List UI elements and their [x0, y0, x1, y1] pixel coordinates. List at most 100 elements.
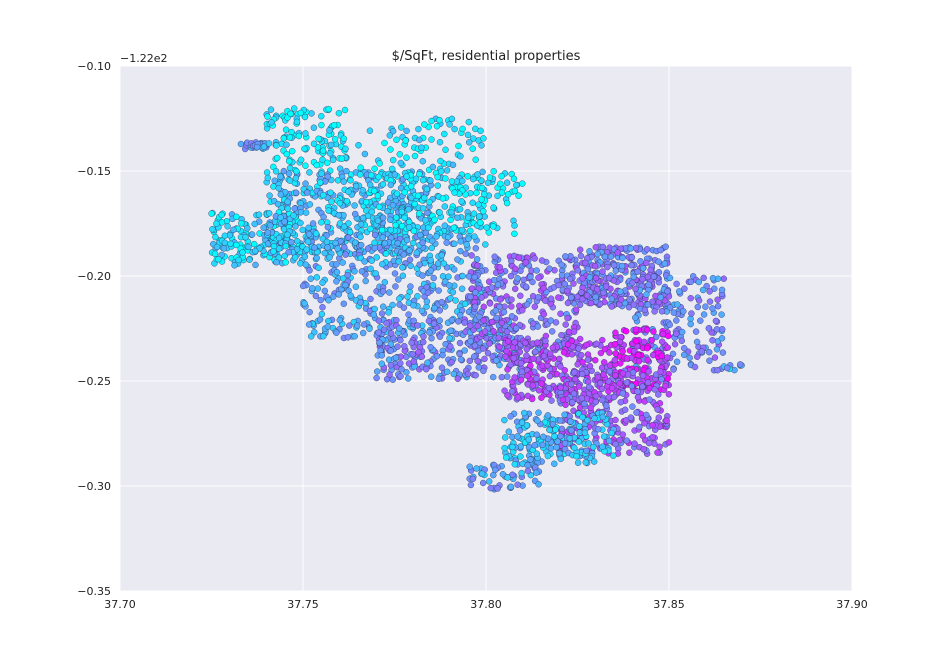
scatter-point: [336, 316, 343, 324]
scatter-point: [558, 425, 566, 433]
scatter-point: [585, 440, 592, 447]
scatter-point: [583, 447, 590, 455]
scatter-point: [525, 436, 532, 443]
scatter-point: [380, 303, 387, 310]
scatter-point: [534, 323, 542, 330]
scatter-point: [634, 268, 641, 275]
scatter-point: [387, 216, 394, 224]
scatter-point: [586, 274, 593, 281]
scatter-point: [522, 259, 529, 266]
scatter-point: [623, 328, 630, 335]
scatter-point: [540, 352, 548, 360]
scatter-point: [467, 338, 474, 345]
scatter-point: [346, 322, 353, 329]
scatter-point: [645, 281, 652, 288]
scatter-point: [502, 353, 509, 360]
scatter-point: [368, 257, 375, 264]
scatter-point: [654, 449, 661, 456]
scatter-point: [662, 382, 669, 390]
scatter-point: [629, 403, 636, 410]
scatter-point: [447, 343, 454, 350]
scatter-point: [422, 216, 429, 224]
scatter-point: [520, 276, 527, 283]
scatter-point: [544, 412, 552, 419]
scatter-point: [619, 348, 626, 355]
scatter-point: [557, 455, 564, 463]
scatter-point: [387, 181, 394, 189]
scatter-point: [510, 355, 517, 362]
scatter-point: [490, 223, 497, 230]
scatter-point: [379, 234, 386, 241]
scatter-point: [657, 294, 664, 301]
scatter-point: [495, 334, 502, 341]
scatter-point: [364, 245, 372, 252]
scatter-point: [498, 172, 505, 180]
scatter-point: [429, 282, 437, 289]
scatter-point: [496, 264, 504, 271]
scatter-point: [558, 332, 565, 339]
x-tick-label: 37.70: [104, 598, 136, 611]
scatter-point: [441, 222, 448, 229]
scatter-point: [587, 404, 594, 411]
scatter-point: [698, 348, 705, 355]
scatter-point: [451, 266, 458, 273]
scatter-point: [601, 359, 608, 366]
scatter-point: [507, 361, 514, 368]
scatter-point: [480, 317, 487, 324]
scatter-point: [419, 176, 427, 184]
scatter-point: [374, 368, 381, 375]
scatter-point: [618, 262, 626, 270]
scatter-point: [494, 281, 502, 288]
scatter-point: [582, 459, 589, 466]
scatter-point: [583, 341, 590, 349]
scatter-point: [273, 259, 280, 266]
scatter-point: [442, 175, 449, 182]
scatter-point: [333, 329, 340, 336]
scatter-point: [517, 453, 524, 460]
scatter-point: [313, 274, 320, 281]
scatter-point: [514, 394, 522, 401]
scatter-point: [555, 294, 562, 301]
x-tick-label: 37.75: [287, 598, 319, 611]
scatter-point: [293, 118, 301, 126]
scatter-point: [461, 319, 468, 326]
scatter-point: [421, 121, 428, 128]
scatter-point: [450, 370, 457, 378]
scatter-point: [446, 121, 453, 128]
scatter-point: [456, 205, 464, 213]
scatter-point: [275, 234, 283, 242]
scatter-point: [541, 297, 549, 304]
scatter-point: [657, 368, 664, 375]
scatter-point: [284, 205, 291, 212]
scatter-point: [529, 382, 537, 389]
scatter-point: [561, 367, 568, 374]
scatter-point: [221, 232, 229, 240]
scatter-point: [426, 329, 433, 336]
scatter-point: [643, 259, 650, 267]
scatter-point: [470, 210, 478, 217]
scatter-point: [325, 317, 332, 325]
scatter-point: [664, 354, 671, 361]
scatter-point: [389, 201, 397, 209]
scatter-point: [450, 224, 458, 232]
scatter-point: [218, 251, 225, 259]
scatter-point: [313, 254, 320, 262]
scatter-point: [619, 254, 626, 262]
scatter-point: [630, 273, 637, 281]
scatter-point: [283, 141, 290, 148]
scatter-point: [401, 189, 408, 196]
scatter-point: [325, 207, 332, 214]
scatter-point: [410, 317, 417, 324]
scatter-point: [575, 345, 582, 352]
scatter-point: [277, 173, 284, 180]
scatter-point: [271, 177, 278, 184]
scatter-point: [320, 333, 327, 340]
scatter-point: [449, 161, 457, 169]
scatter-point: [464, 131, 472, 139]
scatter-point: [612, 267, 619, 274]
scatter-point: [381, 239, 389, 247]
scatter-point: [484, 349, 492, 357]
scatter-point: [333, 261, 340, 268]
scatter-point: [441, 203, 448, 210]
scatter-point: [301, 113, 309, 121]
